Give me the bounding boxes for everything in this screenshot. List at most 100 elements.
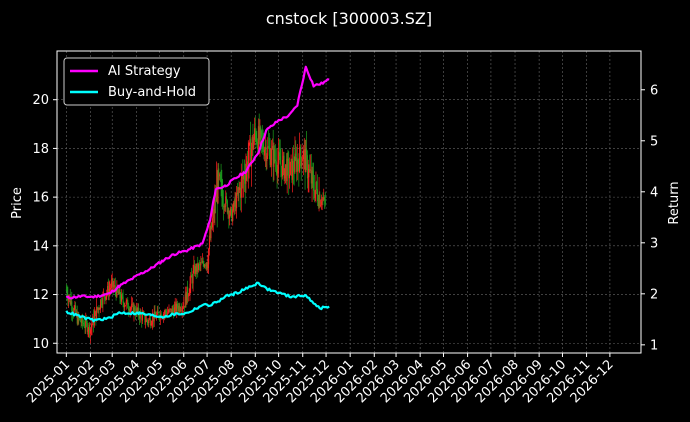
left-tick-label: 18 (32, 142, 49, 157)
candle-body (193, 265, 195, 272)
right-axis-label: Return (667, 181, 682, 224)
candle-body (82, 322, 84, 325)
candle-body (237, 187, 239, 195)
candle-body (230, 208, 232, 210)
candle-body (176, 303, 178, 312)
candle-body (173, 307, 175, 316)
candle-body (180, 310, 182, 312)
candle-body (184, 305, 186, 308)
candle-body (132, 303, 134, 315)
candle-body (167, 312, 169, 313)
candle-body (256, 141, 258, 143)
candle-body (130, 307, 132, 309)
candle-body (185, 293, 187, 305)
candle-body (74, 305, 76, 309)
candle-body (66, 289, 68, 296)
candle-body (191, 277, 193, 284)
candle-body (146, 319, 148, 322)
candle-body (277, 162, 279, 174)
candle-body (215, 186, 217, 202)
candle-body (164, 311, 166, 314)
candle-body (292, 161, 294, 172)
candle-body (110, 287, 112, 289)
candle-body (216, 186, 218, 203)
candle-body (169, 309, 171, 310)
candle-body (80, 321, 82, 323)
candle-body (110, 282, 112, 288)
candle-body (266, 155, 268, 162)
candle-body (290, 158, 292, 163)
candle-body (310, 169, 312, 184)
chart-title: cnstock [300003.SZ] (266, 9, 432, 28)
candle-body (274, 149, 276, 160)
candle-body (154, 311, 156, 317)
candle-body (291, 158, 293, 180)
candle-body (267, 146, 269, 156)
candle-body (240, 187, 242, 198)
candle-body (194, 266, 196, 274)
candle-body (84, 327, 86, 328)
candle-body (261, 137, 263, 139)
candle-body (281, 166, 283, 177)
candle-body (117, 291, 119, 295)
candle-body (324, 197, 326, 201)
candle-body (131, 303, 133, 308)
right-tick-label: 1 (650, 338, 658, 353)
candle-body (255, 132, 257, 142)
candle-body (196, 263, 198, 272)
legend-label-ai-strategy: AI Strategy (108, 64, 181, 79)
candle-body (138, 315, 140, 319)
candle-body (223, 206, 225, 208)
candle-body (116, 285, 118, 297)
candle-body (300, 157, 302, 167)
candle-body (303, 149, 305, 151)
candle-body (71, 301, 73, 311)
candle-body (187, 295, 189, 297)
candle-body (128, 310, 130, 312)
candle-body (192, 271, 194, 284)
candle-body (127, 300, 129, 309)
candle-body (229, 214, 231, 219)
candle-body (294, 153, 296, 173)
candle-body (251, 137, 253, 150)
candle-body (94, 311, 96, 316)
candle-body (233, 202, 235, 207)
candle-body (258, 126, 260, 140)
candle-body (282, 155, 284, 160)
candle-body (239, 187, 241, 190)
candle-body (200, 262, 202, 266)
candle-body (145, 321, 147, 323)
candle-body (219, 174, 221, 180)
candle-body (225, 196, 227, 207)
candle-body (311, 170, 313, 184)
candle-body (271, 146, 273, 149)
price-candles (65, 113, 326, 344)
candle-body (285, 164, 287, 169)
candle-body (243, 174, 245, 181)
candle-body (217, 168, 219, 203)
right-tick-label: 2 (650, 287, 658, 302)
candle-body (86, 322, 88, 332)
candle-body (210, 223, 212, 239)
candle-body (208, 249, 210, 265)
candle-body (242, 176, 244, 180)
candle-body (206, 262, 208, 269)
candle-body (184, 293, 186, 308)
candle-body (286, 158, 288, 182)
candle-body (121, 294, 123, 302)
candle-body (126, 300, 128, 302)
candle-body (98, 307, 100, 310)
candle-body (293, 171, 295, 173)
candle-body (187, 286, 189, 297)
candle-body (166, 312, 168, 315)
candle-body (137, 307, 139, 312)
candle-body (81, 317, 83, 323)
candle-body (215, 198, 217, 202)
candle-body (189, 283, 191, 294)
candle-body (288, 161, 290, 179)
candle-body (236, 192, 238, 209)
candle-body (114, 285, 116, 287)
candle-body (170, 308, 172, 310)
candle-body (269, 148, 271, 166)
candle-body (243, 174, 245, 180)
